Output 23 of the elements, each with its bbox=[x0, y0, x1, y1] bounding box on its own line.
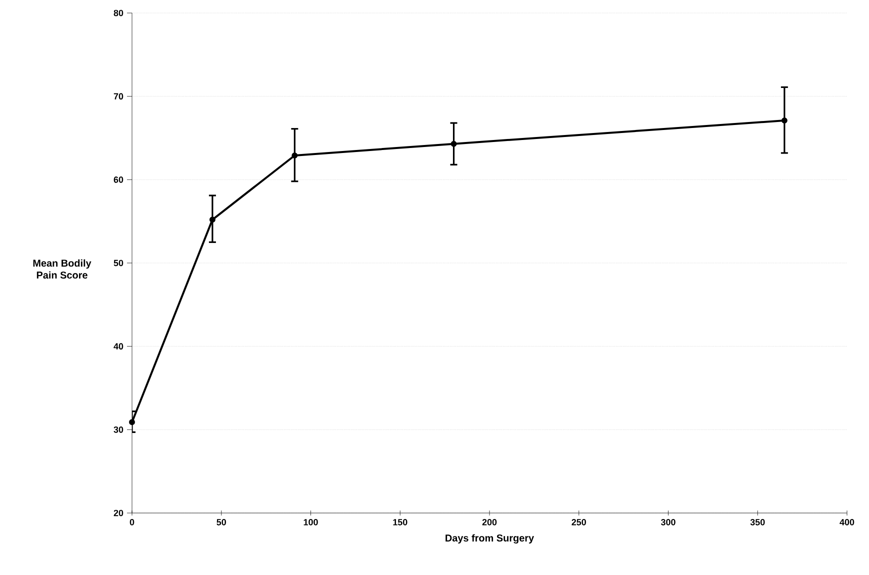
point bbox=[129, 419, 135, 426]
y-tick-label: 80 bbox=[114, 10, 124, 16]
y-tick-label: 20 bbox=[114, 510, 124, 516]
x-tick-label: 0 bbox=[130, 519, 134, 526]
y-axis-title: Mean Bodily Pain Score bbox=[33, 259, 92, 279]
x-tick-label: 400 bbox=[840, 519, 854, 526]
point bbox=[209, 216, 216, 223]
point bbox=[781, 118, 788, 124]
x-axis-title: Days from Surgery bbox=[446, 534, 534, 544]
x-tick-label: 150 bbox=[393, 519, 408, 526]
y-tick-label: 60 bbox=[114, 176, 124, 183]
y-tick-label: 70 bbox=[114, 93, 124, 100]
x-tick-label: 50 bbox=[216, 519, 226, 526]
y-tick-label: 50 bbox=[114, 260, 124, 266]
x-tick-label: 350 bbox=[750, 519, 765, 526]
y-tick-label: 30 bbox=[114, 426, 124, 433]
x-tick-label: 300 bbox=[660, 519, 676, 526]
point bbox=[450, 140, 457, 147]
point bbox=[292, 152, 298, 158]
x-tick-label: 200 bbox=[482, 519, 497, 526]
x-tick-label: 100 bbox=[304, 519, 318, 526]
y-tick-label: 40 bbox=[114, 343, 124, 350]
x-tick-label: 250 bbox=[572, 519, 586, 526]
